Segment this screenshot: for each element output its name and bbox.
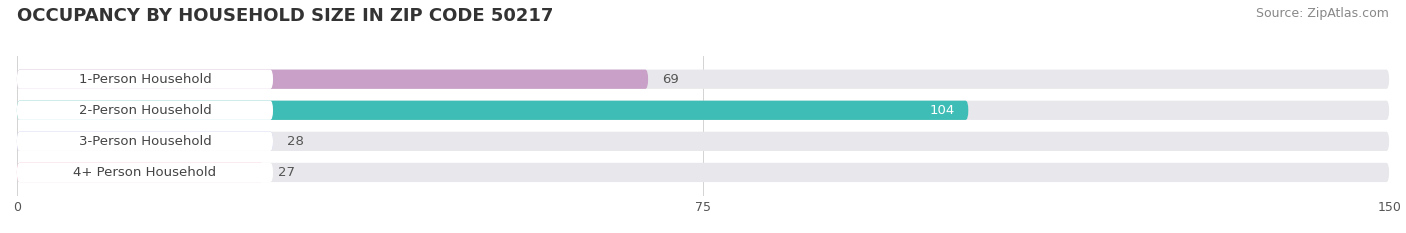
Text: 28: 28	[287, 135, 304, 148]
Text: 104: 104	[929, 104, 955, 117]
FancyBboxPatch shape	[17, 132, 1389, 151]
Text: 2-Person Household: 2-Person Household	[79, 104, 211, 117]
Text: 27: 27	[277, 166, 295, 179]
FancyBboxPatch shape	[17, 163, 264, 182]
Text: 69: 69	[662, 73, 679, 86]
FancyBboxPatch shape	[17, 101, 1389, 120]
FancyBboxPatch shape	[17, 101, 273, 120]
Text: 1-Person Household: 1-Person Household	[79, 73, 211, 86]
Text: OCCUPANCY BY HOUSEHOLD SIZE IN ZIP CODE 50217: OCCUPANCY BY HOUSEHOLD SIZE IN ZIP CODE …	[17, 7, 553, 25]
Text: 3-Person Household: 3-Person Household	[79, 135, 211, 148]
FancyBboxPatch shape	[17, 132, 273, 151]
FancyBboxPatch shape	[17, 70, 648, 89]
FancyBboxPatch shape	[17, 101, 969, 120]
FancyBboxPatch shape	[17, 70, 1389, 89]
FancyBboxPatch shape	[17, 163, 273, 182]
FancyBboxPatch shape	[17, 70, 273, 89]
Text: Source: ZipAtlas.com: Source: ZipAtlas.com	[1256, 7, 1389, 20]
FancyBboxPatch shape	[17, 132, 273, 151]
FancyBboxPatch shape	[17, 163, 1389, 182]
Text: 4+ Person Household: 4+ Person Household	[73, 166, 217, 179]
